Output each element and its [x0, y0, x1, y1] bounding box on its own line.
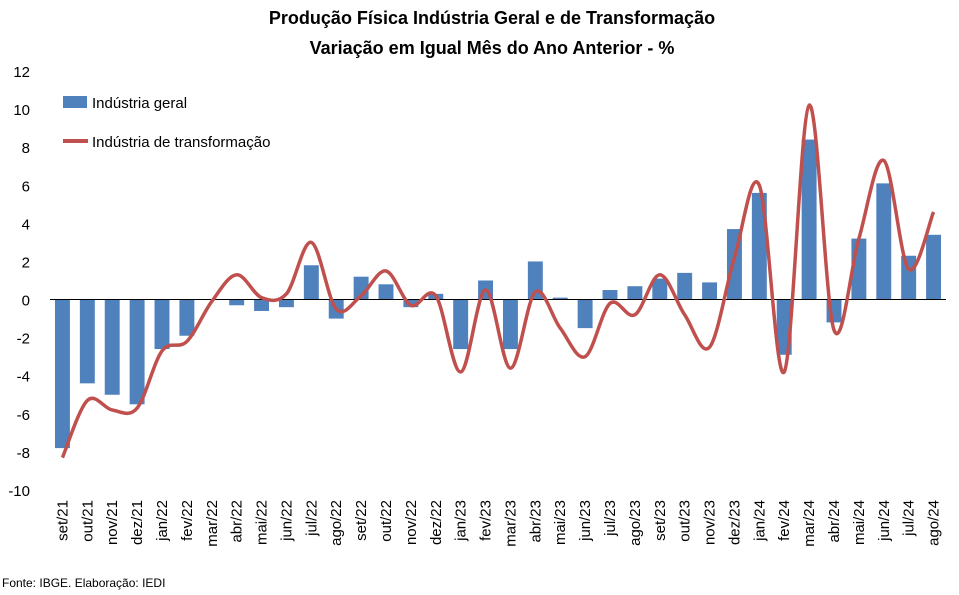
y-tick-label: 4	[22, 216, 30, 233]
x-tick-label: mar/23	[502, 500, 519, 547]
line-series	[60, 103, 936, 459]
x-tick-label: mar/24	[801, 500, 818, 547]
bar-ago/24	[926, 234, 942, 300]
bar-set/23	[652, 278, 668, 300]
y-axis: -10 -8 -6 -4 -2 0 2 4 6 8 10 12	[8, 64, 30, 500]
x-tick-label: set/21	[54, 500, 71, 541]
x-tick-label: mai/22	[254, 500, 271, 545]
x-tick-label: nov/23	[702, 500, 719, 545]
x-tick-label: jul/22	[303, 500, 320, 537]
bar-dez/21	[129, 299, 145, 405]
x-tick-label: nov/22	[403, 500, 420, 545]
bar-out/21	[79, 299, 95, 384]
x-tick-label: jan/22	[154, 500, 171, 542]
bar-jun/23	[577, 299, 593, 329]
x-tick-label: abr/24	[826, 500, 843, 543]
legend-swatch-industria-geral	[63, 96, 87, 108]
y-tick-label: 6	[22, 178, 30, 195]
bar-jan/24	[751, 192, 767, 300]
legend-label-industria-transformacao: Indústria de transformação	[92, 134, 270, 151]
y-tick-label: 12	[13, 64, 30, 81]
y-tick-label: 10	[13, 102, 30, 119]
bar-abr/22	[229, 299, 245, 306]
x-tick-label: out/22	[378, 500, 395, 542]
chart-subtitle: Variação em Igual Mês do Ano Anterior - …	[310, 38, 675, 58]
bar-jun/22	[278, 299, 294, 308]
x-tick-label: set/22	[353, 500, 370, 541]
x-tick-label: fev/23	[478, 500, 495, 541]
bar-mar/23	[502, 299, 518, 350]
bar-jun/24	[876, 183, 892, 300]
bar-mar/24	[801, 139, 817, 300]
y-tick-label: -4	[17, 369, 30, 386]
y-tick-label: -10	[8, 483, 30, 500]
legend: Indústria geral Indústria de transformaç…	[63, 95, 270, 151]
bar-series	[54, 139, 942, 449]
bar-fev/22	[179, 299, 195, 336]
y-tick-label: 8	[22, 140, 30, 157]
x-tick-label: fev/24	[776, 500, 793, 541]
y-tick-label: -6	[17, 407, 30, 424]
x-tick-label: abr/22	[229, 500, 246, 543]
x-tick-label: abr/23	[527, 500, 544, 543]
x-tick-label: mai/23	[552, 500, 569, 545]
x-tick-label: dez/21	[129, 500, 146, 545]
bar-jan/22	[154, 299, 170, 350]
x-tick-label: out/23	[677, 500, 694, 542]
line-industria-transformacao	[60, 103, 936, 459]
x-tick-label: mai/24	[851, 500, 868, 545]
bar-out/22	[378, 284, 394, 300]
x-tick-label: jun/23	[577, 500, 594, 542]
x-tick-label: nov/21	[104, 500, 121, 545]
source-note: Fonte: IBGE. Elaboração: IEDI	[2, 576, 166, 590]
x-tick-label: jan/23	[453, 500, 470, 542]
bar-jul/22	[303, 265, 319, 300]
x-tick-label: jul/24	[901, 500, 918, 537]
y-tick-label: -2	[17, 331, 30, 348]
bar-nov/23	[702, 282, 718, 300]
bar-ago/23	[627, 286, 643, 300]
bar-nov/21	[104, 299, 120, 395]
chart-title: Produção Física Indústria Geral e de Tra…	[269, 8, 715, 28]
x-tick-label: out/21	[79, 500, 96, 542]
bar-jul/24	[901, 255, 917, 300]
x-tick-label: dez/22	[428, 500, 445, 545]
x-tick-label: ago/22	[328, 500, 345, 546]
y-tick-label: -8	[17, 445, 30, 462]
bar-mai/23	[552, 297, 568, 300]
bar-jul/23	[602, 290, 618, 300]
x-tick-label: ago/23	[627, 500, 644, 546]
x-tick-label: jun/22	[278, 500, 295, 542]
x-tick-label: jan/24	[751, 500, 768, 542]
legend-label-industria-geral: Indústria geral	[92, 95, 187, 112]
x-tick-label: ago/24	[926, 500, 943, 546]
bar-out/23	[677, 272, 693, 300]
x-tick-label: fev/22	[179, 500, 196, 541]
bar-set/21	[54, 299, 70, 449]
y-tick-label: 0	[22, 293, 30, 310]
bar-jan/23	[453, 299, 469, 350]
bar-mai/22	[254, 299, 270, 311]
x-tick-label: jun/24	[876, 500, 893, 542]
x-tick-labels: set/21 out/21 nov/21 dez/21 jan/22 fev/22 mar/…	[54, 500, 942, 547]
x-tick-label: mar/22	[204, 500, 221, 547]
x-tick-label: set/23	[652, 500, 669, 541]
y-tick-label: 2	[22, 254, 30, 271]
x-tick-label: jul/23	[602, 500, 619, 537]
x-tick-label: dez/23	[726, 500, 743, 545]
